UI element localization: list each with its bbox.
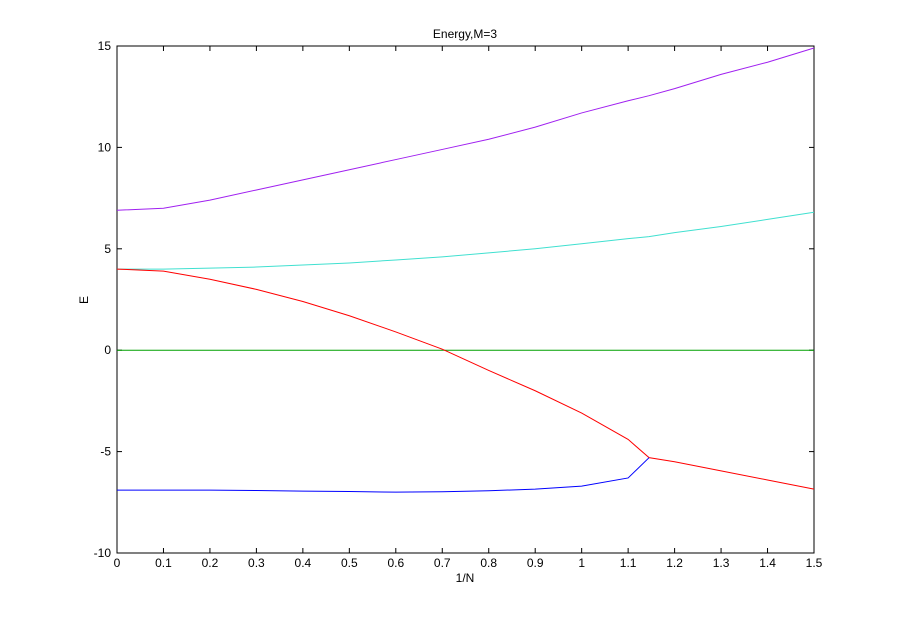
y-tick-label: -10: [94, 546, 112, 560]
chart-title: Energy,M=3: [433, 27, 497, 41]
x-tick-label: 0.1: [155, 556, 172, 570]
series-line: [117, 457, 650, 493]
series-line: [117, 211, 815, 270]
y-tick-label: 10: [98, 140, 112, 154]
x-tick-label: 0.9: [527, 556, 544, 570]
x-tick-label: 1.4: [759, 556, 776, 570]
y-tick-label: 5: [104, 242, 111, 256]
x-tick-label: 0.3: [248, 556, 265, 570]
y-axis-label: E: [77, 296, 91, 304]
x-tick-label: 0: [114, 556, 121, 570]
x-tick-label: 1: [578, 556, 585, 570]
plot-frame: [116, 45, 815, 554]
y-tick-label: -5: [100, 445, 111, 459]
series-line: [116, 268, 815, 490]
x-tick-label: 0.2: [202, 556, 219, 570]
x-tick-label: 1.2: [666, 556, 683, 570]
x-tick-label: 0.8: [480, 556, 497, 570]
x-tick-label: 0.5: [341, 556, 358, 570]
x-tick-label: 0.6: [387, 556, 404, 570]
y-tick-label: 15: [98, 39, 112, 53]
x-axis-label: 1/N: [456, 571, 475, 585]
y-tick-label: 0: [104, 343, 111, 357]
x-tick-label: 0.7: [434, 556, 451, 570]
x-tick-label: 0.4: [295, 556, 312, 570]
series-line: [116, 47, 815, 211]
x-tick-label: 1.1: [620, 556, 637, 570]
x-tick-label: 1.3: [713, 556, 730, 570]
x-tick-label: 1.5: [806, 556, 823, 570]
